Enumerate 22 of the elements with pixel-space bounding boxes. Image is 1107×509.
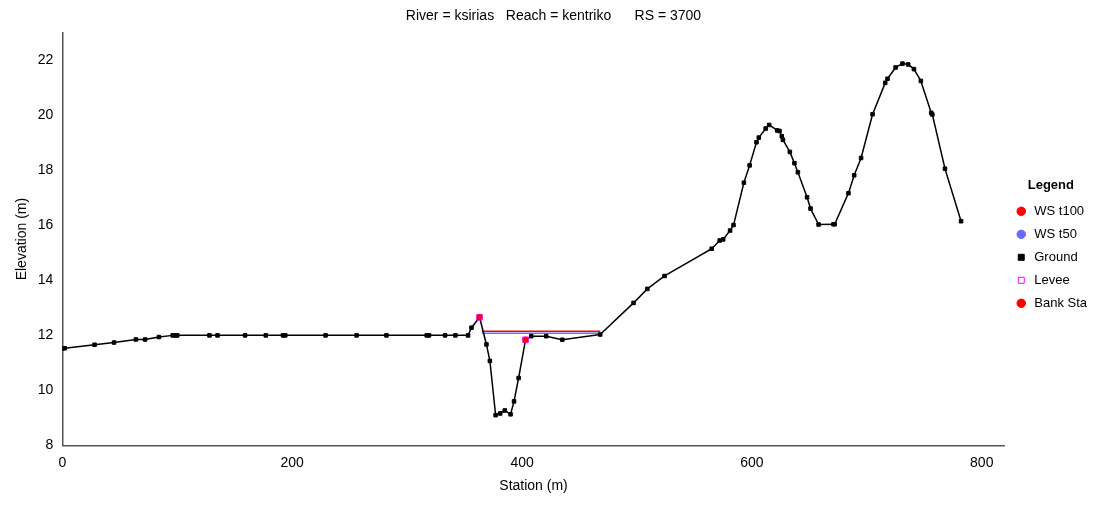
x-tick-label: 800 — [970, 453, 994, 470]
x-tick-label: 600 — [740, 453, 764, 470]
y-tick-label: 14 — [37, 271, 54, 288]
y-tick-label: 10 — [37, 381, 54, 398]
legend-label: Levee — [1034, 271, 1070, 287]
y-tick-label: 20 — [37, 106, 54, 123]
x-axis-title: Station (m) — [499, 477, 568, 494]
legend-label: Ground — [1034, 248, 1078, 264]
x-tick-label: 400 — [510, 453, 534, 470]
legend-title: Legend — [1027, 177, 1075, 193]
chart-title: River = ksirias Reach = kentriko RS = 3700 — [405, 7, 702, 24]
y-tick-label: 16 — [37, 216, 54, 233]
legend-label: WS t100 — [1034, 202, 1085, 218]
y-tick-label: 18 — [37, 161, 54, 178]
x-tick-label: 200 — [280, 453, 305, 470]
x-tick-label: 0 — [58, 453, 67, 470]
y-axis-title: Elevation (m) — [13, 197, 30, 281]
legend-label: Bank Sta — [1034, 294, 1088, 310]
y-tick-label: 22 — [37, 51, 54, 68]
y-tick-label: 8 — [45, 436, 54, 453]
legend-label: WS t50 — [1034, 225, 1077, 241]
y-tick-label: 12 — [37, 326, 54, 343]
